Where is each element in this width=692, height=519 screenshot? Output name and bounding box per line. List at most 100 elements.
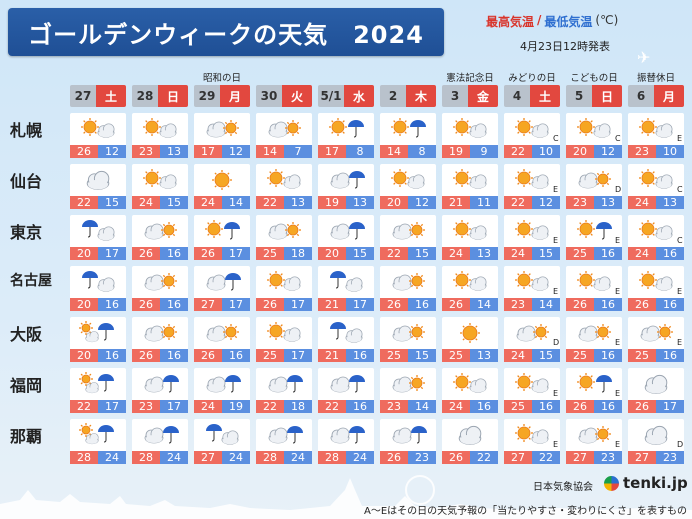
max-temp: 26 (132, 298, 160, 311)
temperature-bar: 26 23 (380, 451, 436, 464)
jma-label: 日本気象協会 (533, 482, 593, 493)
weather-icon-cloud-sun-icon (132, 317, 188, 349)
min-temp: 12 (222, 145, 250, 158)
city-skyline-icon (0, 475, 692, 519)
reliability-grade: E (615, 338, 621, 347)
weather-icon-sun-cloud-icon (132, 113, 188, 145)
min-temp: 14 (222, 196, 250, 209)
weather-icon-cloud-icon (628, 368, 684, 400)
temperature-bar: 24 16 (628, 247, 684, 260)
tenki-brand-text: tenki.jp (623, 474, 688, 492)
max-temp: 20 (70, 247, 98, 260)
max-temp: 23 (380, 400, 408, 413)
max-temp: 21 (442, 196, 470, 209)
weather-icon-cloud-icon (70, 164, 126, 196)
weather-icon-sun-cloud-icon (628, 266, 684, 298)
max-temp: 23 (132, 145, 160, 158)
max-temp: 23 (132, 400, 160, 413)
reliability-grade: E (615, 440, 621, 449)
min-temp: 16 (98, 349, 126, 362)
reliability-grade: E (615, 389, 621, 398)
reliability-grade: E (615, 236, 621, 245)
weather-icon-cloud-rain-icon (318, 215, 374, 247)
max-temp: 19 (318, 196, 346, 209)
weather-icon-sun-icon (442, 317, 498, 349)
max-temp: 27 (566, 451, 594, 464)
weather-icon-rain-cloud-icon (318, 266, 374, 298)
max-temp: 25 (504, 400, 532, 413)
max-temp: 20 (380, 196, 408, 209)
max-temp: 24 (504, 349, 532, 362)
temperature-bar: 19 9 (442, 145, 498, 158)
max-temp: 22 (504, 196, 532, 209)
min-temp: 16 (346, 349, 374, 362)
temperature-bar: 20 12 (566, 145, 622, 158)
weather-icon-sun-cloud-icon (256, 164, 312, 196)
weather-icon-cloud-icon (628, 419, 684, 451)
min-temp: 16 (160, 349, 188, 362)
temperature-legend: 最高気温 / 最低気温 (℃) (486, 13, 618, 30)
temperature-bar: 27 24 (194, 451, 250, 464)
weather-icon-cloud-sun-icon (380, 368, 436, 400)
weather-icon-sun-cloud-icon (132, 164, 188, 196)
weather-icon-sun-rain-cloud-icon (70, 419, 126, 451)
day-number: 6 (628, 85, 654, 107)
max-temp: 23 (504, 298, 532, 311)
temperature-bar: 20 17 (70, 247, 126, 260)
temperature-bar: 25 15 (380, 349, 436, 362)
temperature-bar: 25 16 (566, 349, 622, 362)
temperature-bar: 24 19 (194, 400, 250, 413)
city-name: 札幌 (10, 121, 43, 140)
min-temp: 16 (594, 247, 622, 260)
weather-icon-sun-cloud-icon (504, 215, 560, 247)
min-temp: 15 (98, 196, 126, 209)
temperature-bar: 25 16 (566, 247, 622, 260)
temperature-bar: 27 17 (194, 298, 250, 311)
reliability-grade: D (615, 185, 622, 194)
weather-icon-rain-cloud-icon (318, 317, 374, 349)
min-temp: 16 (594, 298, 622, 311)
weather-icon-cloud-sun-icon (132, 266, 188, 298)
tenki-logo-icon (604, 475, 619, 491)
min-temp: 16 (160, 247, 188, 260)
weather-icon-cloud-sun-icon (256, 113, 312, 145)
max-temp: 26 (442, 298, 470, 311)
holiday-label: みどりの日 (508, 73, 556, 84)
min-temp: 13 (656, 196, 684, 209)
max-temp: 20 (566, 145, 594, 158)
city-name: 那覇 (10, 427, 43, 446)
max-temp: 19 (442, 145, 470, 158)
max-temp: 22 (256, 400, 284, 413)
weather-icon-cloud-sun-icon (380, 317, 436, 349)
temperature-bar: 26 17 (256, 298, 312, 311)
temperature-bar: 22 18 (256, 400, 312, 413)
weather-icon-sun-rain-cloud-icon (70, 317, 126, 349)
day-number: 29 (194, 85, 220, 107)
max-temp: 22 (256, 196, 284, 209)
min-temp: 23 (594, 451, 622, 464)
temperature-bar: 25 18 (256, 247, 312, 260)
reliability-grade: C (553, 134, 559, 143)
min-temp: 8 (408, 145, 436, 158)
min-temp: 10 (532, 145, 560, 158)
min-temp: 12 (98, 145, 126, 158)
weather-icon-rain-cloud-icon (70, 215, 126, 247)
max-temp: 24 (504, 247, 532, 260)
reliability-grade: E (615, 287, 621, 296)
day-number: 2 (380, 85, 406, 107)
min-temp: 18 (284, 247, 312, 260)
holiday-label: 昭和の日 (202, 73, 241, 84)
max-temp: 25 (256, 349, 284, 362)
max-temp: 27 (194, 298, 222, 311)
min-temp: 16 (160, 298, 188, 311)
weather-icon-cloud-sun-icon (256, 215, 312, 247)
max-temp: 26 (566, 400, 594, 413)
max-temp: 25 (442, 349, 470, 362)
min-temp: 24 (222, 451, 250, 464)
day-of-week: 土 (96, 85, 126, 107)
min-temp: 15 (532, 349, 560, 362)
legend-unit: (℃) (595, 13, 619, 27)
weather-icon-sun-rain-icon (566, 368, 622, 400)
weather-icon-cloud-sun-icon (194, 113, 250, 145)
min-temp: 7 (284, 145, 312, 158)
